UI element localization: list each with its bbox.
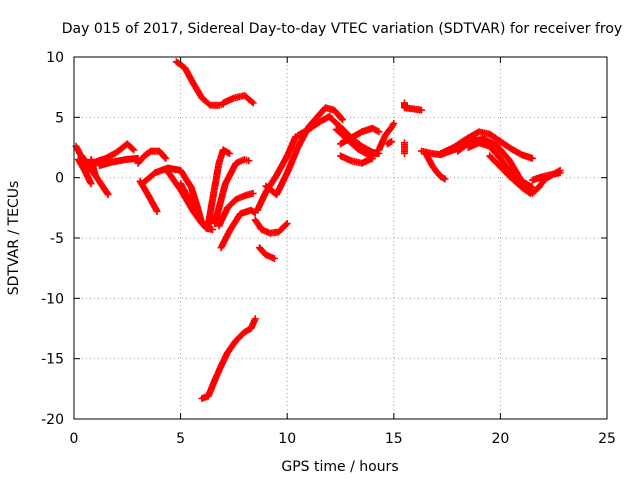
series-arc11: [219, 92, 257, 107]
scatter-markers-arc28: [383, 138, 396, 148]
scatter-markers-arc11: [219, 92, 257, 107]
series-arc19: [256, 244, 278, 262]
series-arc25: [337, 124, 383, 148]
y-tick-label: 0: [55, 171, 64, 187]
y-axis-label: SDTVAR / TECUs: [6, 181, 22, 296]
scatter-markers-arc26: [337, 152, 376, 167]
scatter-markers-arc2: [74, 156, 95, 188]
x-tick-label: 0: [70, 431, 79, 447]
series-arc15: [215, 189, 257, 230]
scatter-markers-arc36: [486, 152, 534, 197]
series-arc4: [91, 140, 138, 166]
series-arc5: [96, 154, 142, 170]
scatter-markers-arc12: [177, 180, 217, 234]
data-points: [72, 58, 564, 402]
scatter-markers-arc32: [422, 150, 449, 183]
grid: [74, 57, 607, 419]
series-arc27: [375, 119, 398, 154]
series-arc30: [401, 139, 408, 157]
scatter-markers-arc6: [134, 147, 170, 167]
scatter-markers-arc15: [215, 189, 257, 230]
x-axis-label: GPS time / hours: [281, 459, 398, 475]
y-tick-label: -10: [41, 291, 64, 307]
series-arc18: [251, 216, 291, 237]
scatter-markers-arc20: [253, 133, 300, 214]
scatter-markers-arc14: [211, 156, 253, 227]
x-tick-label: 20: [491, 431, 509, 447]
y-tick-label: -20: [41, 412, 64, 428]
scatter-markers-arc29: [401, 99, 425, 114]
series-arc38: [528, 169, 564, 184]
scatter-markers-arc10: [172, 58, 227, 109]
y-tick-label: 5: [55, 110, 64, 126]
scatter-markers-arc33: [437, 128, 536, 162]
series-arc16: [217, 206, 259, 252]
series-arc17: [198, 315, 259, 402]
series-arc29: [401, 99, 425, 114]
series-arc10: [172, 58, 227, 109]
series-arc36: [486, 152, 534, 197]
series-arc28: [383, 138, 396, 148]
y-tick-label: -15: [41, 352, 64, 368]
series-arc26: [337, 152, 376, 167]
series-arc6: [134, 147, 170, 167]
x-tick-labels: 0 5 10 15 20 25: [70, 431, 616, 447]
series-arc2: [74, 156, 95, 188]
series-arc12: [177, 180, 217, 234]
y-tick-label: 10: [46, 50, 64, 66]
y-tick-labels: -20 -15 -10 -5 0 5 10: [41, 50, 64, 428]
scatter-markers-arc27: [375, 119, 398, 154]
series-arc13: [204, 146, 234, 229]
scatter-markers-arc25: [337, 124, 383, 148]
x-tick-label: 10: [278, 431, 296, 447]
scatter-markers-arc38: [528, 169, 564, 184]
scatter-markers-arc13: [204, 146, 234, 229]
scatter-markers-arc4: [91, 140, 138, 166]
scatter-markers-arc5: [96, 154, 142, 170]
chart-title: Day 015 of 2017, Sidereal Day-to-day VTE…: [62, 21, 622, 37]
scatter-markers-arc16: [217, 206, 259, 252]
series-arc14: [211, 156, 253, 227]
series-arc20: [253, 133, 300, 214]
series-arc32: [422, 150, 449, 183]
plot-frame: [73, 56, 608, 420]
series-arc33: [437, 128, 536, 162]
x-tick-label: 25: [598, 431, 616, 447]
axis-ticks: [73, 56, 608, 420]
x-tick-label: 15: [385, 431, 403, 447]
scatter-markers-arc18: [251, 216, 291, 237]
y-tick-label: -5: [50, 231, 64, 247]
scatter-markers-arc17: [198, 315, 259, 402]
x-tick-label: 5: [176, 431, 185, 447]
scatter-markers-arc30: [401, 139, 408, 157]
scatter-markers-arc19: [256, 244, 278, 262]
